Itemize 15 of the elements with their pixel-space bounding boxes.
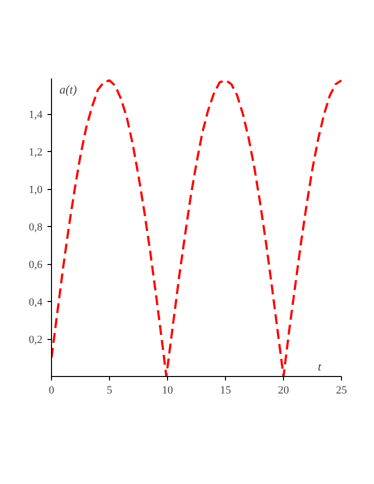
- y-tick-label: 0,4: [28, 296, 43, 309]
- y-tick-label: 0,2: [28, 334, 42, 346]
- y-tick-label: 0,8: [28, 222, 43, 234]
- y-tick-label: 1,0: [28, 184, 43, 196]
- x-tick-label: 15: [220, 384, 232, 396]
- y-tick-label: 1,2: [28, 146, 42, 159]
- x-axis-title: t: [318, 360, 322, 374]
- y-axis-title: a(t): [60, 82, 77, 96]
- y-tick-label: 0,6: [28, 259, 43, 272]
- x-tick-label: 25: [336, 384, 348, 396]
- x-tick-label: 20: [278, 384, 290, 396]
- x-tick-label: 5: [106, 384, 113, 396]
- x-tick-label: 10: [162, 384, 174, 396]
- y-tick-label: 1,4: [28, 109, 43, 122]
- x-tick-label: 0: [48, 384, 55, 396]
